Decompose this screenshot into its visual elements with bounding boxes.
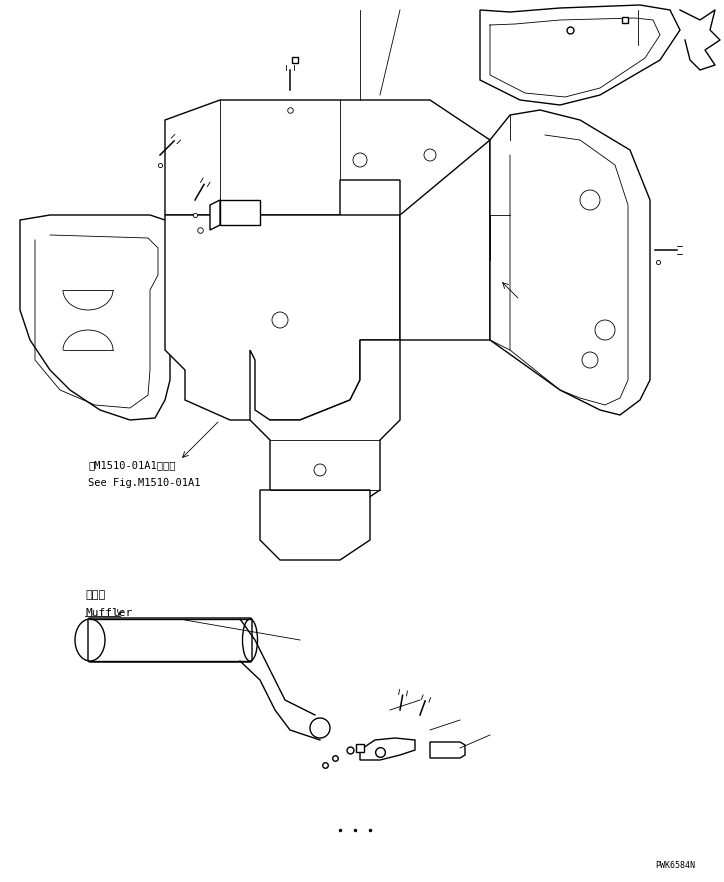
Text: マフラ: マフラ bbox=[85, 590, 105, 600]
Text: Muffler: Muffler bbox=[85, 608, 132, 618]
Polygon shape bbox=[360, 738, 415, 760]
Polygon shape bbox=[165, 100, 490, 215]
Polygon shape bbox=[20, 215, 185, 420]
Text: PWK6584N: PWK6584N bbox=[655, 861, 695, 870]
Polygon shape bbox=[430, 742, 465, 758]
Text: See Fig.M1510-01A1: See Fig.M1510-01A1 bbox=[88, 478, 201, 488]
FancyBboxPatch shape bbox=[88, 618, 252, 662]
Polygon shape bbox=[165, 215, 400, 420]
Polygon shape bbox=[220, 200, 260, 225]
Polygon shape bbox=[400, 140, 490, 340]
Polygon shape bbox=[480, 5, 680, 105]
Text: 第M1510-01A1図参照: 第M1510-01A1図参照 bbox=[88, 460, 175, 470]
Polygon shape bbox=[260, 490, 370, 560]
Polygon shape bbox=[490, 110, 650, 415]
Polygon shape bbox=[210, 200, 220, 230]
Polygon shape bbox=[250, 340, 400, 510]
